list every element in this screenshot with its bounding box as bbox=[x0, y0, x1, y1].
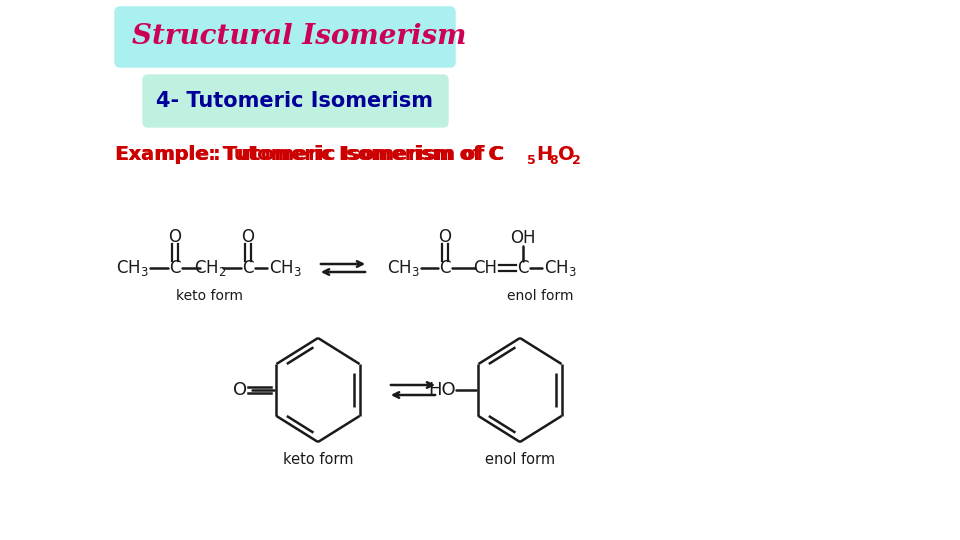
Text: 8: 8 bbox=[549, 153, 558, 166]
FancyBboxPatch shape bbox=[115, 7, 455, 67]
Text: O: O bbox=[233, 381, 248, 399]
Text: CH$_3$: CH$_3$ bbox=[269, 258, 301, 278]
Text: 4- Tutomeric Isomerism: 4- Tutomeric Isomerism bbox=[156, 91, 433, 111]
Text: 5: 5 bbox=[527, 153, 536, 166]
Text: OH: OH bbox=[511, 229, 536, 247]
Text: CH: CH bbox=[473, 259, 497, 277]
Text: CH$_3$: CH$_3$ bbox=[543, 258, 576, 278]
Text: C: C bbox=[169, 259, 180, 277]
Text: C: C bbox=[242, 259, 253, 277]
Text: CH$_3$: CH$_3$ bbox=[387, 258, 420, 278]
Text: CH$_3$: CH$_3$ bbox=[115, 258, 149, 278]
Text: O: O bbox=[242, 228, 254, 246]
FancyBboxPatch shape bbox=[143, 75, 448, 127]
Text: H: H bbox=[536, 145, 552, 165]
Text: C: C bbox=[517, 259, 529, 277]
Text: HO: HO bbox=[428, 381, 456, 399]
Text: CH$_2$: CH$_2$ bbox=[194, 258, 227, 278]
Text: Structural Isomerism: Structural Isomerism bbox=[132, 24, 467, 51]
Text: C: C bbox=[440, 259, 451, 277]
Text: O: O bbox=[169, 228, 181, 246]
Text: $\mathbf{Example: Tutomeric\ Isomerism\ of\ C}$: $\mathbf{Example: Tutomeric\ Isomerism\ … bbox=[115, 144, 505, 166]
Text: Example: Tutomeric Isomerism of C: Example: Tutomeric Isomerism of C bbox=[115, 145, 502, 165]
Text: 2: 2 bbox=[572, 153, 581, 166]
Text: keto form: keto form bbox=[177, 289, 244, 303]
Text: enol form: enol form bbox=[485, 453, 555, 468]
Text: O: O bbox=[439, 228, 451, 246]
Text: enol form: enol form bbox=[507, 289, 573, 303]
Text: keto form: keto form bbox=[283, 453, 353, 468]
Text: O: O bbox=[558, 145, 575, 165]
